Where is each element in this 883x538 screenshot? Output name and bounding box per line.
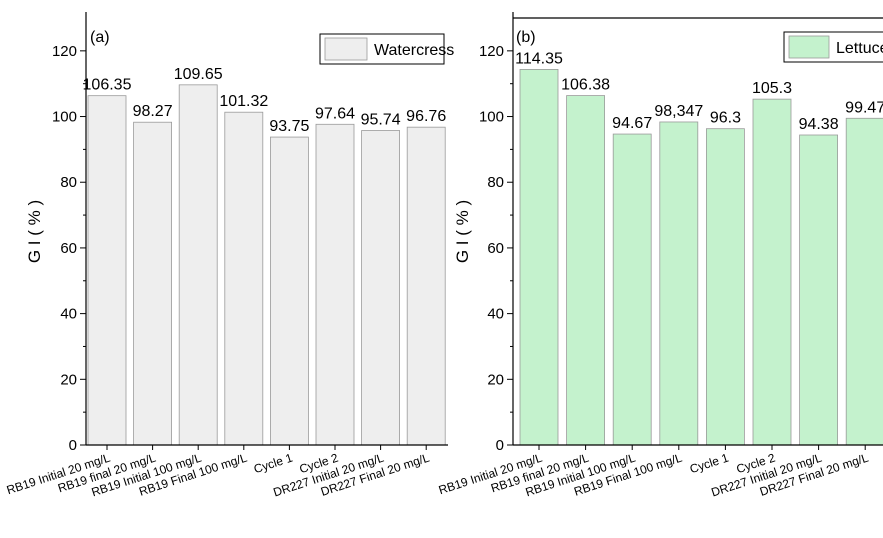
y-tick-label: 20 (60, 371, 77, 388)
y-tick-label: 120 (52, 43, 77, 60)
y-tick-label: 40 (60, 306, 77, 323)
y-tick-label: 60 (60, 240, 77, 257)
bar (519, 69, 559, 446)
panel-tag: (a) (90, 29, 110, 46)
bar (659, 121, 699, 446)
data-label: 94.67 (612, 115, 652, 132)
bar (361, 130, 401, 446)
bar (706, 128, 745, 446)
bar (566, 95, 605, 446)
y-tick-label: 60 (487, 240, 504, 257)
y-axis-label: G I ( % ) (453, 200, 472, 263)
y-tick-label: 80 (60, 174, 77, 191)
bar (799, 134, 838, 446)
data-label: 99.47 (845, 99, 883, 116)
bar (612, 133, 652, 446)
y-axis-label: G I ( % ) (25, 200, 44, 263)
legend-label: Lettuce (836, 40, 883, 57)
bar (87, 95, 127, 446)
legend-swatch (788, 35, 830, 59)
bar (269, 136, 309, 446)
data-label: 97.64 (315, 105, 355, 122)
bar (224, 111, 264, 446)
y-tick-label: 100 (479, 109, 504, 126)
data-label: 109.65 (174, 66, 223, 83)
bar (178, 84, 218, 446)
data-label: 93.75 (269, 118, 309, 135)
y-tick-label: 80 (487, 174, 504, 191)
y-tick-label: 100 (52, 109, 77, 126)
legend: Watercress (319, 33, 454, 65)
bar (752, 98, 792, 446)
data-label: 106.35 (83, 77, 132, 94)
panel-tag: (b) (516, 29, 536, 46)
y-tick-label: 0 (69, 437, 77, 454)
legend-label: Watercress (374, 42, 454, 59)
x-tick-label: Cycle 1 (252, 450, 295, 476)
data-label: 106.38 (561, 77, 610, 94)
y-tick-label: 0 (496, 437, 504, 454)
legend-swatch (324, 37, 368, 61)
bar (133, 121, 173, 446)
y-tick-label: 120 (479, 43, 504, 60)
bar (845, 117, 883, 446)
data-label: 98.27 (133, 103, 173, 120)
data-label: 101.32 (219, 93, 268, 110)
y-tick-label: 20 (487, 371, 504, 388)
y-tick-label: 40 (487, 306, 504, 323)
bar (406, 126, 446, 446)
x-tick-label: Cycle 1 (688, 450, 731, 476)
data-label: 96.76 (406, 108, 446, 125)
data-label: 95.74 (361, 112, 401, 129)
legend: Lettuce (783, 31, 883, 63)
data-label: 94.38 (799, 116, 839, 133)
data-label: 98,347 (654, 103, 703, 120)
data-label: 96.3 (710, 110, 741, 127)
bar (315, 123, 355, 446)
data-label: 105.3 (752, 80, 792, 97)
data-label: 114.35 (515, 50, 563, 67)
